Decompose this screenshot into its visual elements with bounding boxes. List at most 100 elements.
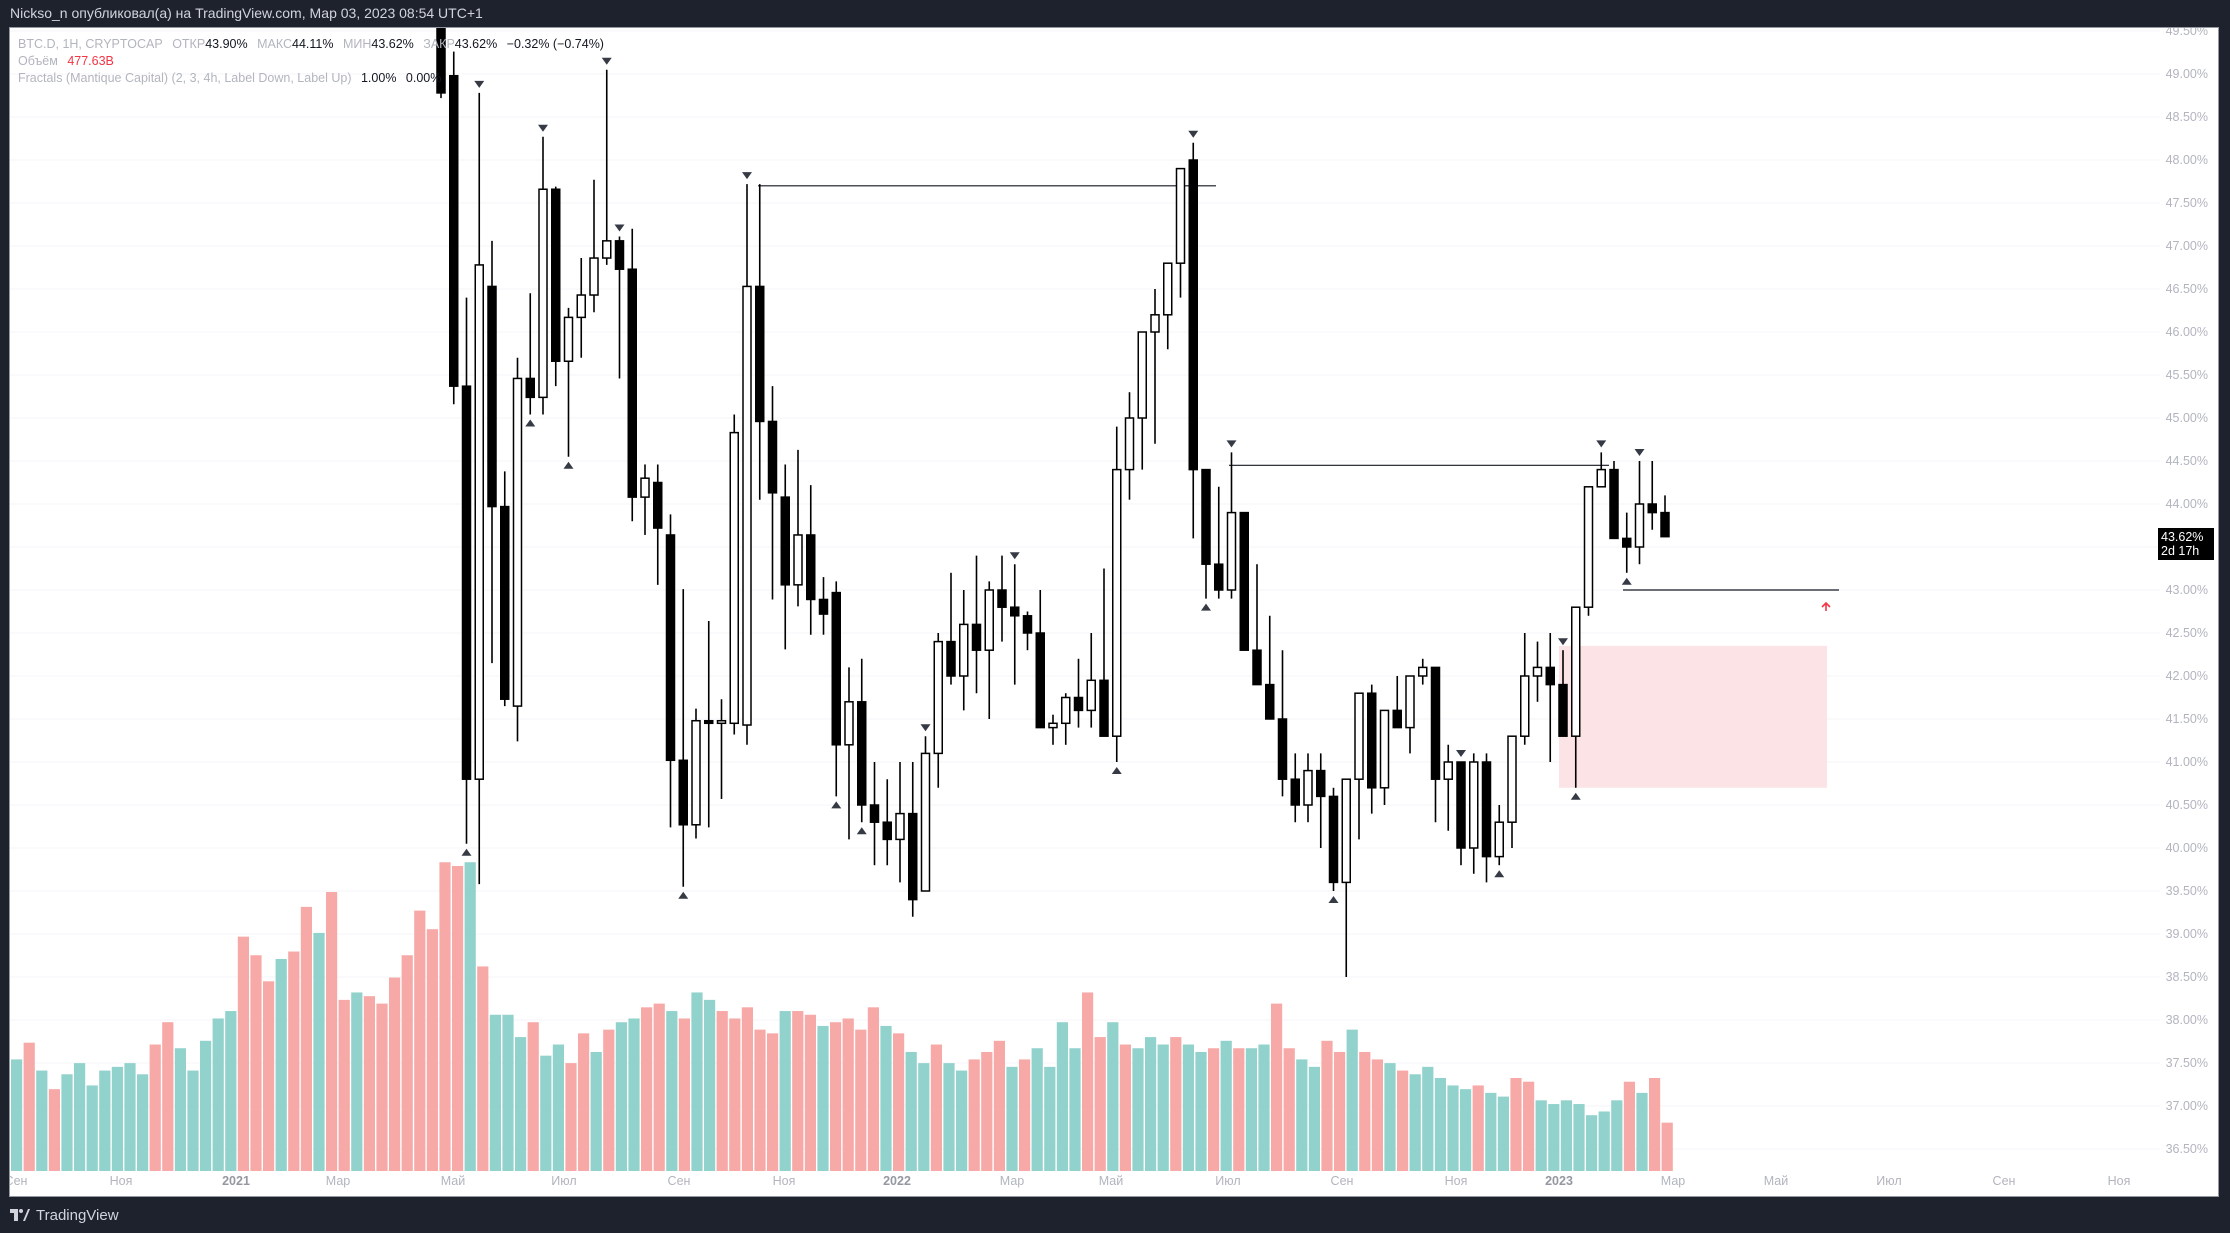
bear-candle[interactable] (704, 719, 714, 725)
bull-candle[interactable] (920, 752, 931, 892)
bull-candle[interactable] (984, 589, 994, 651)
bull-candle[interactable] (1163, 262, 1173, 316)
bull-candle[interactable] (1571, 606, 1581, 737)
bear-candle[interactable] (653, 481, 663, 529)
chart-pane[interactable]: BTC.D, 1Н, CRYPTOCAP ОТКР43.90% МАКС44.1… (9, 27, 2219, 1197)
bull-candle[interactable] (1061, 696, 1071, 725)
bear-candle[interactable] (449, 74, 459, 387)
bull-candle[interactable] (729, 431, 739, 725)
bull-candle[interactable] (602, 240, 612, 259)
bear-candle[interactable] (831, 591, 841, 746)
bear-candle[interactable] (525, 377, 535, 399)
bull-candle[interactable] (933, 640, 943, 755)
bear-candle[interactable] (767, 420, 778, 494)
bear-candle[interactable] (1201, 468, 1211, 565)
bear-candle[interactable] (461, 385, 472, 780)
bear-candle[interactable] (1622, 537, 1632, 548)
bear-candle[interactable] (1430, 666, 1441, 780)
bull-candle[interactable] (691, 719, 701, 826)
bear-candle[interactable] (1481, 761, 1492, 858)
bull-candle[interactable] (1226, 511, 1237, 591)
time-axis[interactable]: Сен Ноя 2021 Мар Май Июл Сен Ноя 2022 Мар Май Июл Се… (10, 1168, 2218, 1196)
bull-candle[interactable] (589, 257, 599, 296)
bear-candle[interactable] (946, 640, 956, 677)
bull-candle[interactable] (1112, 468, 1122, 737)
bull-candle[interactable] (1634, 503, 1645, 548)
bull-candle[interactable] (1354, 692, 1364, 780)
bull-candle[interactable] (1469, 761, 1479, 849)
bear-candle[interactable] (1367, 692, 1377, 789)
bear-candle[interactable] (551, 188, 561, 362)
bear-candle[interactable] (1545, 666, 1555, 686)
bear-candle[interactable] (1456, 761, 1466, 849)
bull-candle[interactable] (1175, 167, 1186, 264)
bull-candle[interactable] (716, 719, 727, 725)
bear-candle[interactable] (1392, 709, 1402, 729)
bear-candle[interactable] (1290, 778, 1300, 806)
bear-candle[interactable] (665, 534, 676, 762)
bull-candle[interactable] (895, 812, 905, 841)
bear-candle[interactable] (614, 240, 625, 270)
bear-candle[interactable] (1022, 615, 1033, 634)
bull-candle[interactable] (1379, 709, 1390, 789)
bull-candle[interactable] (576, 294, 586, 319)
bull-candle[interactable] (1596, 468, 1606, 488)
bull-candle[interactable] (563, 316, 574, 362)
bear-candle[interactable] (1647, 503, 1657, 514)
bull-candle[interactable] (959, 623, 969, 677)
bear-candle[interactable] (1188, 159, 1198, 471)
bull-candle[interactable] (1507, 735, 1517, 823)
bear-candle[interactable] (806, 534, 816, 601)
bear-candle[interactable] (971, 623, 982, 651)
legend-symbol[interactable]: BTC.D, 1Н, CRYPTOCAP (18, 37, 163, 51)
bear-candle[interactable] (1252, 649, 1262, 686)
bear-candle[interactable] (1316, 769, 1326, 798)
bear-candle[interactable] (857, 701, 867, 806)
bull-candle[interactable] (844, 701, 854, 746)
arrow-up-icon[interactable] (1821, 601, 1831, 611)
bear-candle[interactable] (500, 505, 510, 700)
bear-candle[interactable] (436, 28, 446, 94)
bull-candle[interactable] (1086, 679, 1096, 712)
bear-candle[interactable] (882, 821, 892, 841)
bear-candle[interactable] (818, 598, 829, 615)
bull-candle[interactable] (793, 534, 803, 586)
bear-candle[interactable] (1265, 683, 1275, 720)
bear-candle[interactable] (487, 285, 497, 508)
legend-indicator-name[interactable]: Fractals (Mantique Capital) (2, 3, 4h, L… (18, 71, 352, 85)
legend-volume-label[interactable]: Объём (18, 54, 58, 68)
supply-demand-zone[interactable] (1559, 645, 1827, 788)
bear-candle[interactable] (1660, 511, 1670, 538)
bear-candle[interactable] (678, 759, 688, 826)
bull-candle[interactable] (1150, 314, 1160, 333)
bear-candle[interactable] (908, 812, 918, 901)
bear-candle[interactable] (1558, 683, 1568, 737)
bear-candle[interactable] (755, 285, 765, 423)
bear-candle[interactable] (997, 589, 1007, 608)
bull-candle[interactable] (1532, 666, 1543, 677)
bear-candle[interactable] (1073, 696, 1084, 712)
bear-candle[interactable] (1328, 795, 1339, 884)
bull-candle[interactable] (1405, 675, 1415, 729)
bear-candle[interactable] (1277, 718, 1288, 780)
bear-candle[interactable] (627, 268, 637, 498)
bear-candle[interactable] (869, 804, 880, 823)
bull-candle[interactable] (640, 477, 650, 498)
bull-candle[interactable] (1520, 675, 1530, 737)
bear-candle[interactable] (1239, 511, 1249, 651)
bear-candle[interactable] (780, 496, 790, 586)
bull-candle[interactable] (1137, 331, 1147, 419)
bear-candle[interactable] (1099, 679, 1109, 737)
bull-candle[interactable] (474, 264, 484, 780)
bear-candle[interactable] (1035, 632, 1045, 729)
bear-candle[interactable] (1214, 563, 1224, 591)
bull-candle[interactable] (1341, 778, 1351, 884)
bull-candle[interactable] (512, 377, 523, 707)
bull-candle[interactable] (538, 188, 548, 399)
bull-candle[interactable] (1583, 486, 1594, 608)
bear-candle[interactable] (1010, 606, 1020, 617)
candlestick-plot[interactable] (10, 28, 2219, 1197)
bull-candle[interactable] (1303, 769, 1313, 806)
bear-candle[interactable] (1609, 468, 1619, 540)
bull-candle[interactable] (1418, 666, 1428, 677)
